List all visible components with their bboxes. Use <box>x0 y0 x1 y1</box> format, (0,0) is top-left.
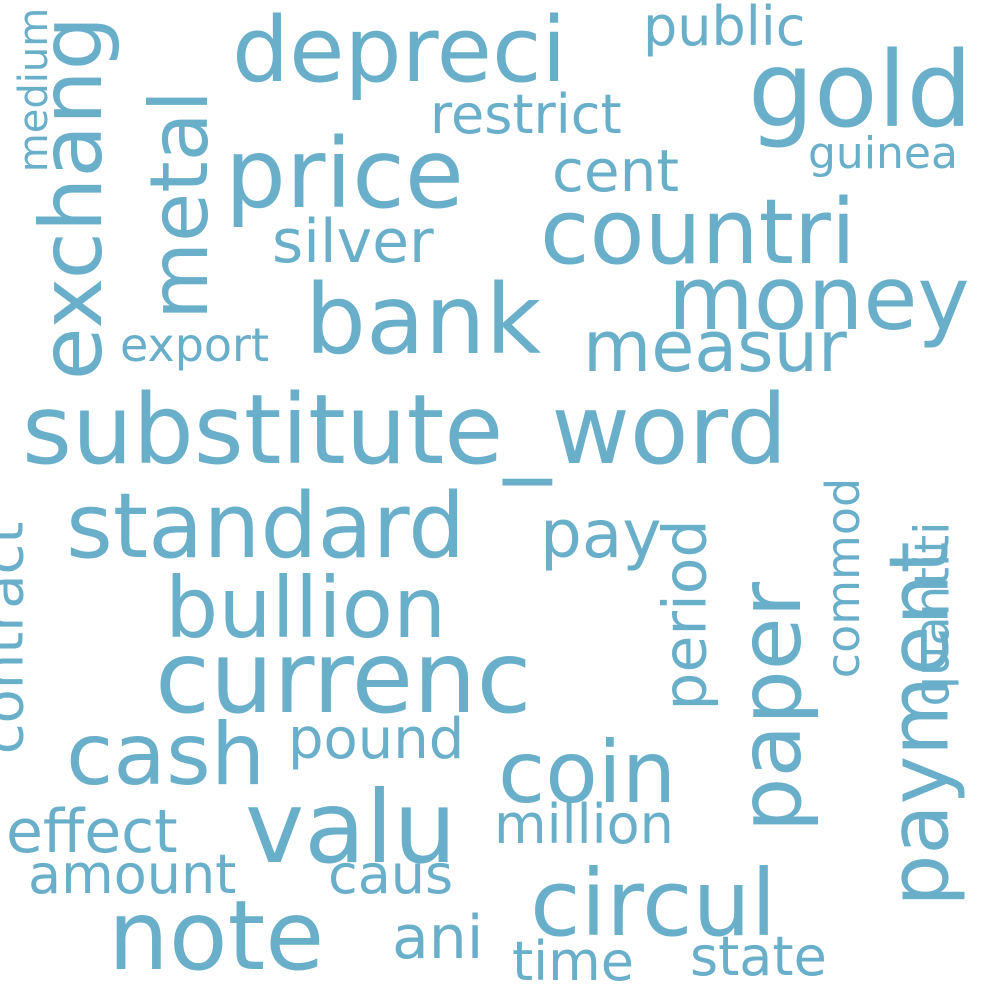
word-money: money <box>668 247 970 350</box>
word-guinea: guinea <box>808 128 958 179</box>
word-coin: coin <box>498 723 677 823</box>
word-contract: contract <box>0 521 37 755</box>
word-caus: caus <box>328 843 454 906</box>
word-restrict: restrict <box>430 83 622 146</box>
word-state: state <box>690 925 827 988</box>
word-pound: pound <box>288 707 465 772</box>
word-quantiti: quantiti <box>904 521 961 707</box>
word-paper: paper <box>721 581 822 833</box>
word-gold: gold <box>748 29 973 151</box>
word-substitute-word: substitute_word <box>22 374 788 486</box>
word-public: public <box>643 0 806 58</box>
word-amount: amount <box>28 843 237 906</box>
word-commod: commod <box>816 477 871 679</box>
word-standard: standard <box>66 474 466 579</box>
word-export: export <box>120 318 270 372</box>
word-currenc: currenc <box>155 619 532 736</box>
word-valu: valu <box>245 769 457 886</box>
word-note: note <box>108 880 325 992</box>
word-measur: measur <box>583 306 847 388</box>
word-ani: ani <box>392 903 484 973</box>
word-bullion: bullion <box>165 559 447 657</box>
word-million: million <box>494 793 674 856</box>
word-cent: cent <box>552 137 680 205</box>
word-effect: effect <box>6 797 178 867</box>
word-metal: metal <box>132 90 226 320</box>
word-price: price <box>225 118 464 230</box>
word-period: period <box>650 519 721 711</box>
word-time: time <box>512 930 635 993</box>
word-countri: countri <box>540 180 856 285</box>
word-circul: circul <box>530 850 777 957</box>
word-bank: bank <box>305 264 542 376</box>
word-depreci: depreci <box>232 0 567 103</box>
word-pay: pay <box>540 496 662 573</box>
word-cash: cash <box>66 705 266 805</box>
word-medium: medium <box>11 7 58 173</box>
word-silver: silver <box>272 207 434 277</box>
